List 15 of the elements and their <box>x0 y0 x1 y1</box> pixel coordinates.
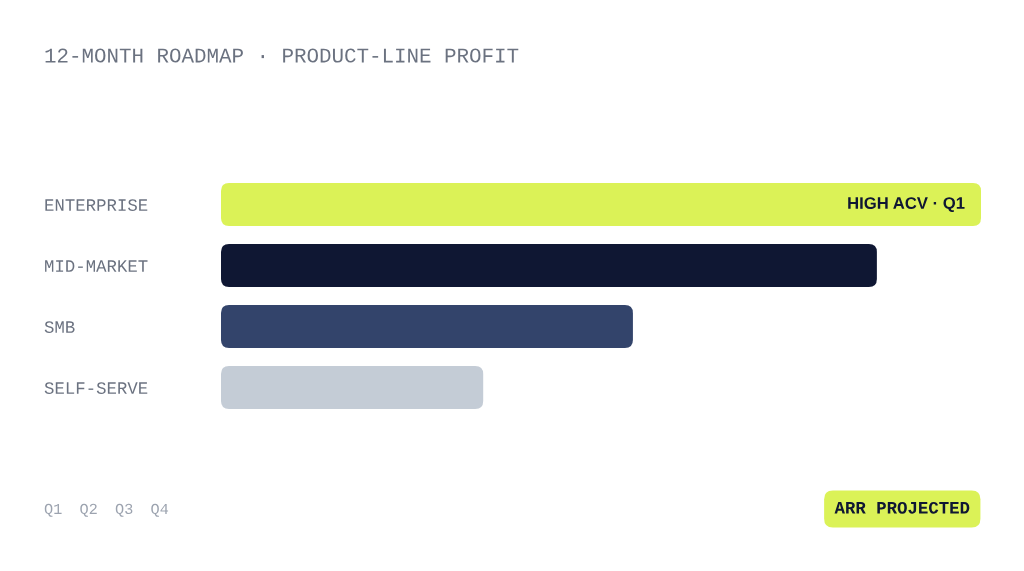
text: Q1 <box>44 503 62 517</box>
bar <box>221 244 877 287</box>
text: Q2 <box>80 503 97 517</box>
annotation: HIGH ACV · Q1 <box>848 197 965 213</box>
y-tick-label: SMB <box>44 321 75 333</box>
text: ARR PROJECTED <box>834 501 970 514</box>
y-tick-label: MID-MARKET <box>45 260 148 272</box>
y-tick-label: SELF-SERVE <box>44 382 148 394</box>
chart-title: 12-MONTH ROADMAP · PRODUCT-LINE PROFIT <box>45 48 519 63</box>
bar <box>221 366 484 409</box>
text: Q4 <box>151 503 169 517</box>
text: Q3 <box>115 503 133 517</box>
y-tick-label: ENTERPRISE <box>45 199 148 211</box>
bar <box>221 305 633 348</box>
bar <box>221 183 981 226</box>
